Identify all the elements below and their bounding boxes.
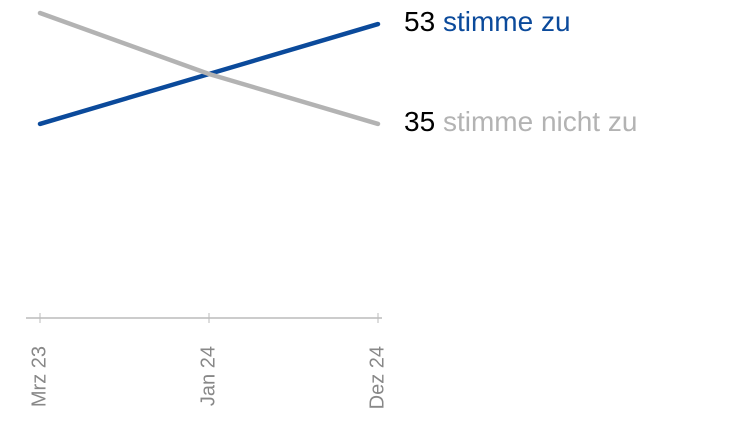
end-value: 53 — [404, 6, 435, 37]
x-tick-label: Mrz 23 — [28, 346, 50, 407]
series-line — [37, 10, 381, 127]
end-label: 53 stimme zu — [404, 6, 571, 37]
end-value: 35 — [404, 106, 435, 137]
series-name: stimme nicht zu — [443, 106, 638, 137]
end-label: 35 stimme nicht zu — [404, 106, 637, 137]
x-tick-label: Jan 24 — [197, 346, 219, 406]
x-tick-label: Dez 24 — [366, 346, 388, 409]
series-name: stimme zu — [443, 6, 571, 37]
